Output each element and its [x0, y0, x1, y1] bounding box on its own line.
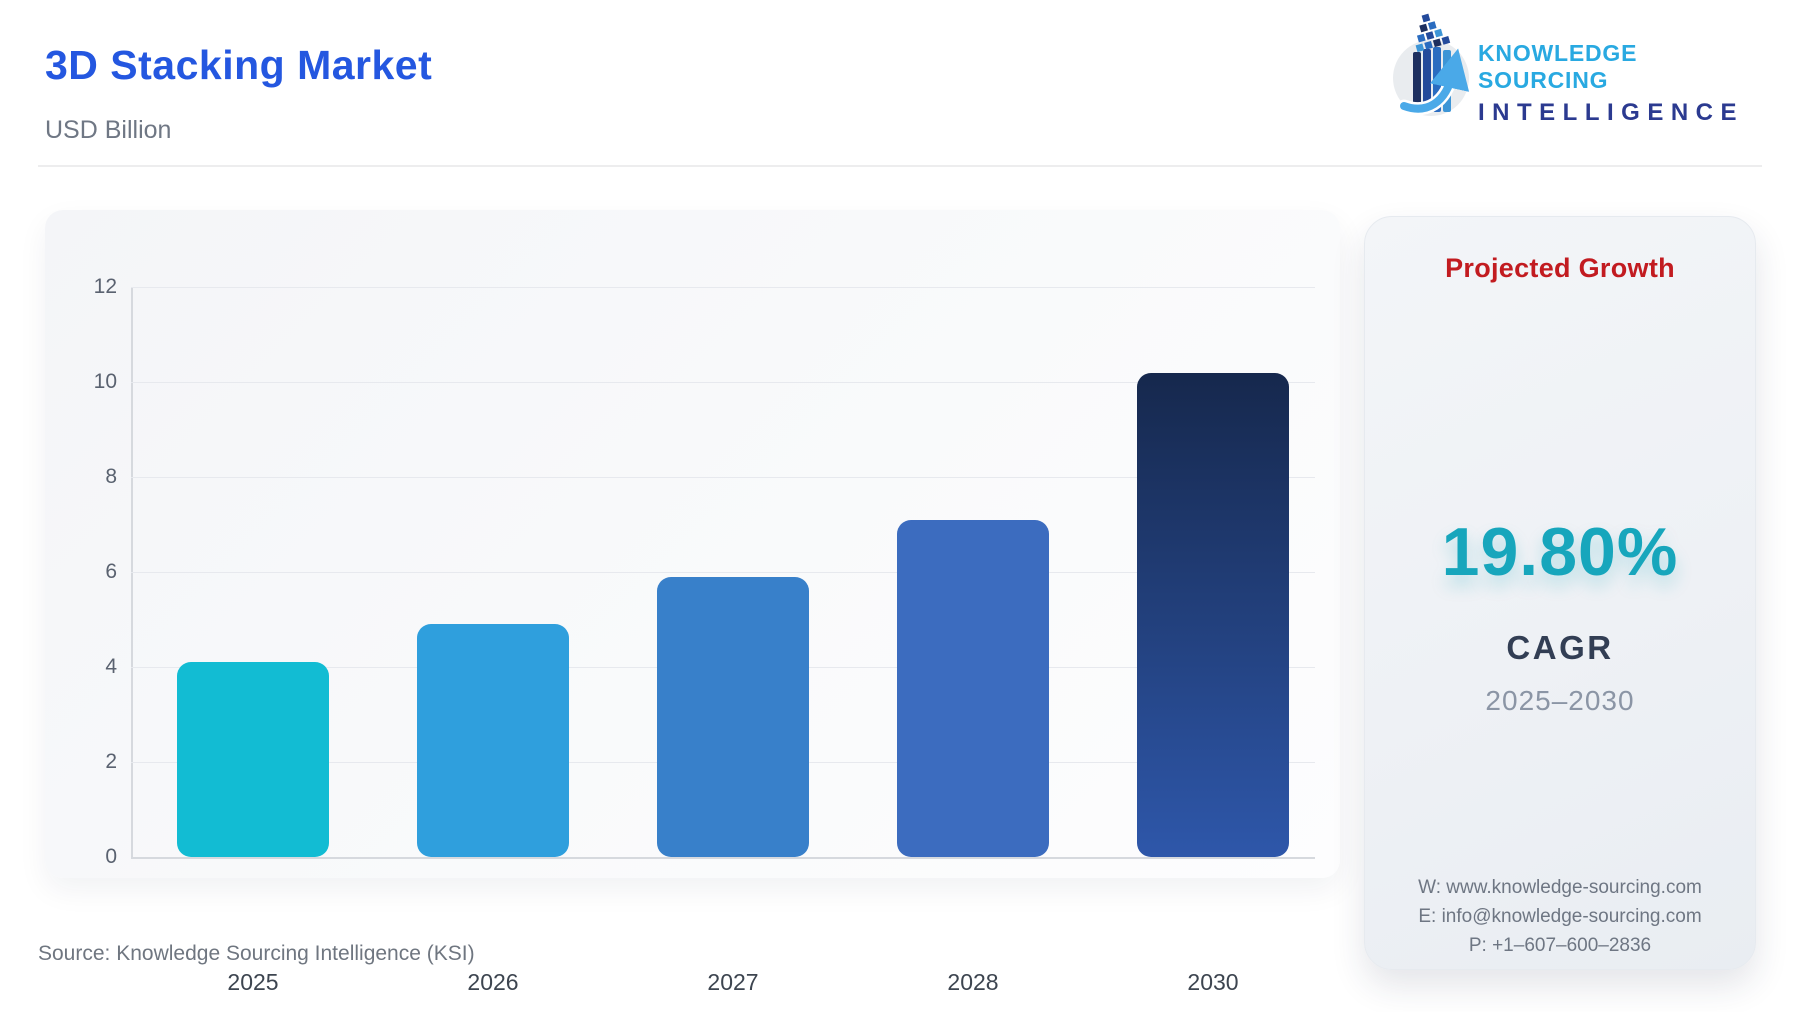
bar-2030: [1137, 372, 1289, 857]
gridline-12: [131, 287, 1315, 288]
x-label-2025: 2025: [227, 969, 279, 995]
gridline-10: [131, 382, 1315, 383]
plot-area: 0 2 4 6 8 10 12 2025 2026 2027 2028 2030: [94, 275, 1315, 995]
logo-text-line1: KNOWLEDGE SOURCING: [1478, 40, 1638, 93]
x-label-2028: 2028: [947, 969, 999, 995]
y-tick-2: 2: [105, 750, 117, 773]
y-tick-10: 10: [93, 370, 117, 393]
x-label-2030: 2030: [1187, 969, 1239, 995]
bar-2028: [897, 519, 1049, 857]
cagr-period: 2025–2030: [1485, 685, 1635, 716]
bar-2025: [177, 662, 329, 857]
page-title: 3D Stacking Market: [45, 42, 433, 88]
bar-2026: [417, 624, 569, 857]
bar-2027: [657, 576, 809, 857]
header-divider: [38, 165, 1762, 167]
x-label-2026: 2026: [467, 969, 519, 995]
gridline-6: [131, 572, 1315, 573]
cagr-label: CAGR: [1506, 629, 1614, 666]
source-note: Source: Knowledge Sourcing Intelligence …: [38, 942, 475, 965]
contact-email: E: info@knowledge-sourcing.com: [1418, 906, 1702, 927]
y-tick-0: 0: [105, 845, 117, 868]
x-label-2027: 2027: [707, 969, 759, 995]
y-tick-8: 8: [105, 465, 117, 488]
contact-block: W: www.knowledge-sourcing.com E: info@kn…: [1365, 873, 1755, 960]
y-tick-4: 4: [105, 655, 117, 678]
y-axis-line: [131, 287, 133, 859]
contact-website: W: www.knowledge-sourcing.com: [1418, 877, 1702, 898]
projected-growth-panel: Projected Growth 19.80% CAGR 2025–2030 W…: [1364, 216, 1756, 970]
gridline-0: [131, 857, 1315, 859]
stacked-blocks-growth-arrow-icon: [1393, 13, 1470, 116]
logo-text-line2: INTELLIGENCE: [1478, 99, 1745, 126]
bar-chart-card: 0 2 4 6 8 10 12 2025 2026 2027 2028 2030: [45, 210, 1340, 995]
contact-phone: P: +1–607–600–2836: [1468, 935, 1652, 956]
y-tick-6: 6: [105, 560, 117, 583]
gridline-8: [131, 477, 1315, 478]
cagr-value: 19.80%: [1441, 514, 1679, 590]
panel-heading: Projected Growth: [1445, 253, 1675, 283]
company-logo: KNOWLEDGE SOURCING INTELLIGENCE: [1390, 10, 1760, 126]
y-tick-12: 12: [93, 275, 117, 298]
unit-label: USD Billion: [45, 116, 172, 144]
